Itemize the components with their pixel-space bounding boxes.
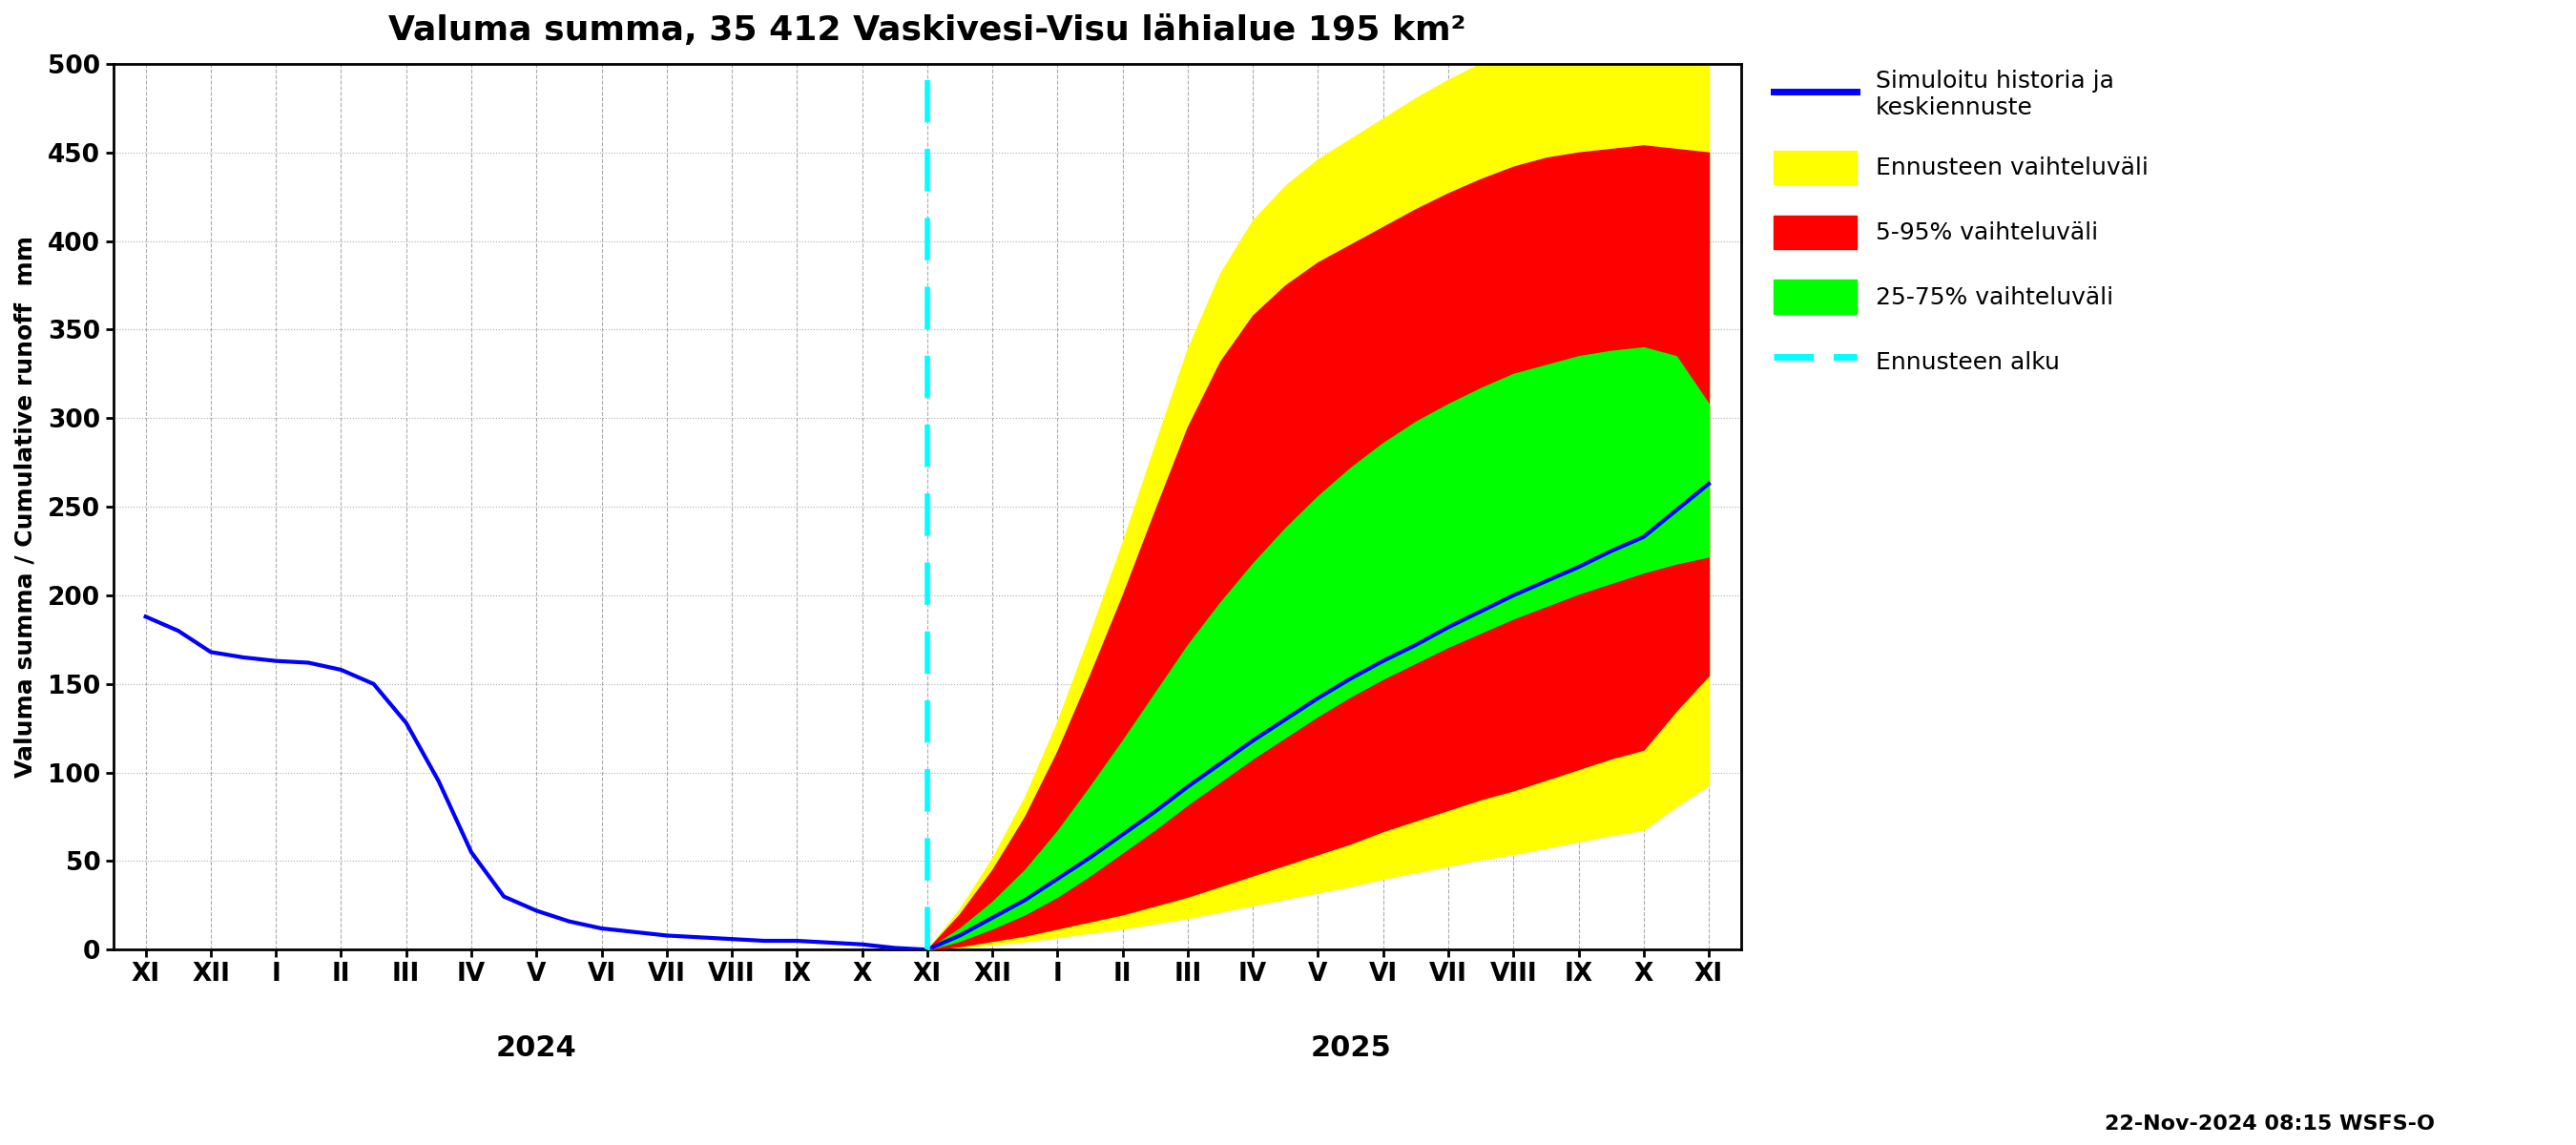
Title: Valuma summa, 35 412 Vaskivesi-Visu lähialue 195 km²: Valuma summa, 35 412 Vaskivesi-Visu lähi… (389, 14, 1466, 47)
Text: 22-Nov-2024 08:15 WSFS-O: 22-Nov-2024 08:15 WSFS-O (2105, 1114, 2434, 1134)
Text: 2025: 2025 (1311, 1035, 1391, 1063)
Text: 2024: 2024 (497, 1035, 577, 1063)
Legend: Simuloitu historia ja
keskiennuste, Ennusteen vaihteluväli, 5-95% vaihteluväli, : Simuloitu historia ja keskiennuste, Ennu… (1762, 58, 2161, 390)
Y-axis label: Valuma summa / Cumulative runoff  mm: Valuma summa / Cumulative runoff mm (15, 236, 36, 777)
